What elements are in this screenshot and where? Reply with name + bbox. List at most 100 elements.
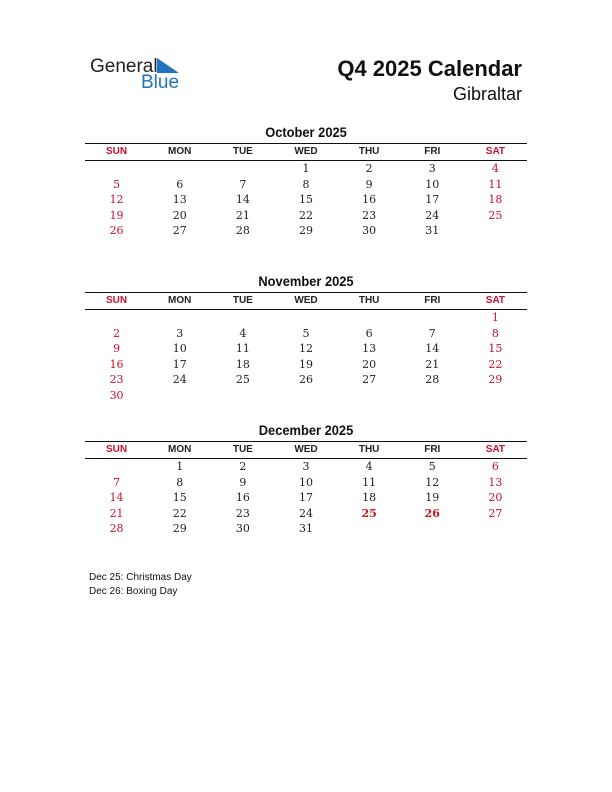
day-cell xyxy=(464,521,527,537)
day-cell: 23 xyxy=(362,208,377,222)
day-cell: 12 xyxy=(109,193,124,207)
day-cell xyxy=(85,161,148,177)
day-cell: 10 xyxy=(172,342,187,356)
day-cell: 3 xyxy=(302,460,310,473)
day-cell: 4 xyxy=(365,460,373,473)
month-title: November 2025 xyxy=(258,273,354,289)
weekday-header: SUN MON TUE WED THU FRI SAT xyxy=(85,441,527,459)
day-cell: 27 xyxy=(172,224,187,238)
day-cell: 24 xyxy=(425,208,440,222)
day-cell: 24 xyxy=(172,373,187,387)
day-cell: 6 xyxy=(491,460,499,473)
weekday-label: WED xyxy=(294,444,318,455)
logo-text-general: General xyxy=(90,56,158,77)
week-row: 16 17 18 19 20 21 22 xyxy=(85,357,527,373)
logo-text-blue: Blue xyxy=(141,72,180,93)
day-cell: 21 xyxy=(425,357,440,371)
day-cell: 12 xyxy=(425,475,440,489)
day-cell: 28 xyxy=(109,522,124,536)
day-cell: 9 xyxy=(113,342,121,356)
weekday-label: SAT xyxy=(485,146,506,157)
day-cell: 18 xyxy=(362,491,377,505)
day-cell: 18 xyxy=(235,357,250,371)
day-cell xyxy=(338,388,401,404)
day-cell: 9 xyxy=(365,177,373,191)
day-cell: 24 xyxy=(298,506,313,520)
day-cell: 8 xyxy=(302,177,310,191)
day-cell: 13 xyxy=(488,475,503,489)
day-cell xyxy=(274,310,337,326)
day-cell: 26 xyxy=(424,506,440,520)
day-cell: 31 xyxy=(298,522,313,536)
day-cell: 11 xyxy=(488,177,503,191)
day-cell: 27 xyxy=(362,373,377,387)
day-cell xyxy=(85,459,148,475)
logo-triangle-icon xyxy=(157,58,179,73)
day-cell: 3 xyxy=(176,326,184,340)
day-cell: 15 xyxy=(172,491,187,505)
week-row: 12 13 14 15 16 17 18 xyxy=(85,192,527,208)
month-1: November 2025 SUN MON TUE WED THU FRI SAT 1 2 3 4 5 6… xyxy=(85,273,527,404)
day-cell xyxy=(464,388,527,404)
day-cell xyxy=(85,310,148,326)
day-cell: 3 xyxy=(428,162,436,175)
day-cell: 5 xyxy=(428,460,436,473)
day-cell: 13 xyxy=(172,193,187,207)
day-cell: 1 xyxy=(176,460,184,473)
day-cell: 30 xyxy=(362,224,377,238)
day-cell: 7 xyxy=(428,326,436,340)
weekday-label: THU xyxy=(358,295,380,306)
day-cell: 4 xyxy=(491,162,499,175)
day-cell xyxy=(338,310,401,326)
day-cell xyxy=(211,310,274,326)
day-cell: 21 xyxy=(235,208,250,222)
day-cell: 15 xyxy=(488,342,503,356)
day-cell xyxy=(148,161,211,177)
month-title: December 2025 xyxy=(258,422,354,438)
day-cell: 22 xyxy=(172,506,187,520)
day-cell: 10 xyxy=(425,177,440,191)
day-cell: 20 xyxy=(362,357,377,371)
day-cell: 5 xyxy=(302,326,310,340)
day-cell: 2 xyxy=(365,162,373,175)
weekday-label: SUN xyxy=(106,295,128,306)
week-row: 21 22 23 24 25 26 27 xyxy=(85,506,527,522)
weekday-label: MON xyxy=(168,295,192,306)
day-cell: 30 xyxy=(235,522,250,536)
day-cell: 5 xyxy=(113,177,121,191)
day-cell xyxy=(401,388,464,404)
day-cell: 21 xyxy=(109,506,124,520)
day-cell xyxy=(401,310,464,326)
day-cell: 2 xyxy=(239,460,247,473)
day-cell xyxy=(211,388,274,404)
day-cell: 11 xyxy=(235,342,250,356)
day-cell: 20 xyxy=(488,491,503,505)
day-cell: 28 xyxy=(425,373,440,387)
weekday-label: MON xyxy=(168,146,192,157)
week-row: 14 15 16 17 18 19 20 xyxy=(85,490,527,506)
weekday-label: WED xyxy=(294,146,318,157)
weekday-label: SUN xyxy=(106,444,128,455)
week-row: 30 xyxy=(85,388,527,404)
weekday-label: THU xyxy=(358,444,380,455)
country-name: Gibraltar xyxy=(452,84,522,104)
day-cell xyxy=(401,521,464,537)
week-row: 19 20 21 22 23 24 25 xyxy=(85,208,527,224)
day-cell: 2 xyxy=(113,326,121,340)
day-cell: 4 xyxy=(239,326,247,340)
day-cell: 31 xyxy=(425,224,440,238)
day-cell: 19 xyxy=(298,357,313,371)
day-cell: 29 xyxy=(172,522,187,536)
week-row: 2 3 4 5 6 7 8 xyxy=(85,326,527,342)
weekday-label: SAT xyxy=(485,295,506,306)
day-cell xyxy=(148,388,211,404)
day-cell: 17 xyxy=(172,357,187,371)
day-cell xyxy=(211,161,274,177)
week-row: 1 2 3 4 xyxy=(85,161,527,177)
day-cell: 22 xyxy=(488,357,503,371)
day-cell: 28 xyxy=(235,224,250,238)
weekday-label: TUE xyxy=(232,444,253,455)
day-cell: 25 xyxy=(235,373,250,387)
day-cell xyxy=(274,388,337,404)
day-cell: 1 xyxy=(302,162,310,175)
